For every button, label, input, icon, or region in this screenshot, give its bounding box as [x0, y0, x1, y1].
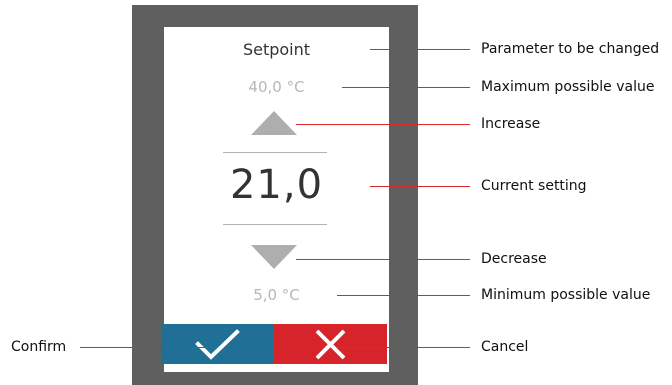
increase-icon[interactable] [251, 111, 297, 135]
value-divider-bottom [223, 224, 327, 225]
callout-line-confirm [80, 347, 206, 348]
callout-line-parameter [370, 49, 470, 50]
decrease-icon[interactable] [251, 245, 297, 269]
cancel-button[interactable] [274, 324, 387, 364]
callout-line-cancel [337, 347, 470, 348]
callout-label-decrease: Decrease [481, 251, 547, 267]
callout-label-max: Maximum possible value [481, 79, 655, 95]
callout-line-current [370, 186, 470, 187]
parameter-title: Setpoint [242, 40, 311, 59]
callout-label-parameter: Parameter to be changed [481, 41, 660, 57]
callout-label-confirm: Confirm [11, 339, 67, 355]
callout-label-cancel: Cancel [481, 339, 529, 355]
close-icon [315, 329, 346, 360]
callout-line-max [342, 87, 470, 88]
device-screen: Setpoint 40,0 °C 21,0 5,0 °C [161, 27, 389, 372]
callout-label-increase: Increase [481, 116, 541, 132]
checkmark-icon [195, 329, 240, 360]
confirm-button[interactable] [161, 324, 274, 364]
minimum-value: 5,0 °C [253, 286, 300, 304]
callout-label-min: Minimum possible value [481, 287, 651, 303]
callout-line-decrease [296, 259, 470, 260]
current-value: 21,0 [229, 162, 324, 208]
callout-label-current: Current setting [481, 178, 587, 194]
value-divider-top [223, 152, 327, 153]
callout-line-increase [296, 124, 470, 125]
maximum-value: 40,0 °C [248, 78, 305, 96]
callout-line-min [337, 295, 470, 296]
